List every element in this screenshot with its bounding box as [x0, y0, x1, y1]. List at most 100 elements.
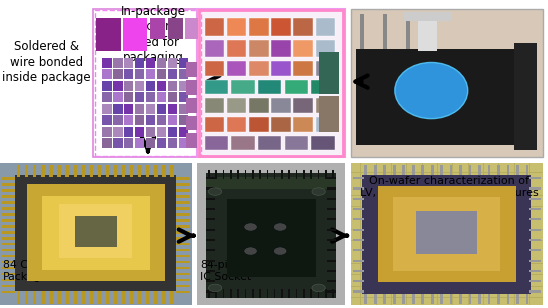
Bar [325, 289, 327, 298]
Bar [351, 163, 543, 305]
Bar [529, 198, 541, 200]
Text: Soldered &
wire bonded
inside package: Soldered & wire bonded inside package [2, 40, 91, 84]
Bar [310, 289, 312, 298]
Bar [135, 69, 145, 79]
Bar [514, 43, 537, 150]
Bar [58, 291, 61, 303]
Bar [176, 237, 190, 240]
Bar [179, 58, 189, 68]
Bar [259, 289, 261, 298]
Bar [416, 211, 477, 254]
Bar [33, 291, 36, 303]
Bar [274, 289, 276, 298]
Bar [296, 289, 298, 298]
Ellipse shape [395, 63, 468, 119]
Bar [431, 294, 433, 303]
Bar [102, 138, 112, 148]
Bar [294, 117, 313, 132]
Bar [102, 58, 112, 68]
Bar [98, 291, 101, 303]
Bar [176, 249, 190, 251]
Bar [205, 80, 228, 94]
Bar [310, 170, 312, 179]
Bar [440, 165, 443, 175]
Bar [316, 117, 335, 132]
Bar [2, 183, 15, 186]
Bar [179, 127, 189, 137]
Bar [497, 165, 500, 175]
Bar [208, 170, 210, 179]
Bar [328, 229, 336, 231]
Bar [468, 163, 469, 305]
Bar [227, 18, 247, 36]
Bar [157, 58, 167, 68]
Bar [227, 98, 247, 113]
Bar [353, 270, 364, 272]
Bar [393, 294, 396, 303]
Bar [514, 163, 515, 305]
Bar [168, 127, 178, 137]
Bar [146, 104, 156, 114]
Bar [176, 261, 190, 263]
Bar [244, 170, 246, 179]
Bar [469, 294, 471, 303]
Bar [353, 218, 364, 221]
Bar [311, 80, 335, 94]
Bar [296, 170, 298, 179]
Bar [124, 127, 134, 137]
Bar [130, 291, 133, 303]
Bar [82, 291, 85, 303]
Bar [176, 285, 190, 287]
Bar [186, 133, 197, 148]
Bar [59, 204, 132, 258]
Bar [176, 177, 190, 180]
Bar [529, 187, 541, 189]
Bar [231, 136, 255, 150]
Bar [157, 69, 167, 79]
Bar [450, 294, 453, 303]
Bar [170, 291, 174, 303]
Bar [364, 165, 367, 175]
Bar [356, 49, 520, 145]
Bar [135, 127, 145, 137]
Bar [294, 98, 313, 113]
Bar [2, 249, 15, 251]
Bar [150, 18, 165, 39]
Bar [106, 291, 109, 303]
Bar [318, 170, 319, 179]
Bar [430, 14, 433, 49]
Bar [393, 197, 500, 271]
Bar [252, 289, 254, 298]
Bar [2, 237, 15, 240]
Bar [113, 115, 123, 125]
Bar [41, 291, 44, 303]
Bar [281, 289, 283, 298]
Bar [227, 61, 247, 76]
Bar [284, 136, 308, 150]
Bar [353, 260, 364, 262]
Bar [17, 291, 20, 303]
Bar [353, 198, 364, 200]
Bar [113, 81, 123, 91]
Text: In-package
structures
diced for
packaging: In-package structures diced for packagin… [121, 5, 186, 64]
Bar [206, 229, 215, 231]
Bar [303, 289, 305, 298]
Bar [351, 263, 543, 264]
Bar [138, 291, 141, 303]
Bar [33, 165, 36, 177]
Bar [351, 206, 543, 207]
Bar [65, 165, 68, 177]
Bar [95, 10, 201, 156]
Bar [526, 165, 528, 175]
Bar [488, 165, 490, 175]
Bar [529, 249, 541, 251]
Bar [208, 289, 210, 298]
Bar [168, 69, 178, 79]
Bar [146, 127, 156, 137]
Bar [102, 69, 112, 79]
Bar [0, 163, 192, 305]
Bar [2, 213, 15, 216]
Bar [93, 9, 203, 157]
Bar [157, 104, 167, 114]
Bar [353, 229, 364, 231]
